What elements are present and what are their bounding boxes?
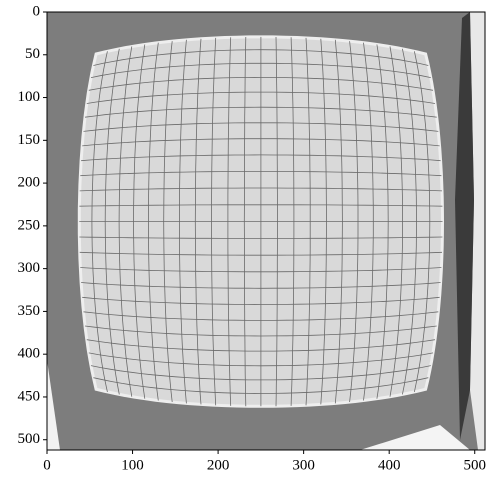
paper-grid <box>414 51 431 392</box>
y-tick-label: 400 <box>18 346 41 362</box>
paper-grid <box>402 48 417 395</box>
x-tick-label: 200 <box>207 457 230 473</box>
axes-frame <box>46 11 486 451</box>
y-tick-label: 50 <box>25 46 40 62</box>
image-corner <box>360 425 470 450</box>
paper-grid <box>90 365 431 381</box>
image-edge <box>470 12 485 450</box>
y-tick-label: 500 <box>18 431 41 447</box>
x-tick-label: 300 <box>292 457 315 473</box>
x-tick-label: 400 <box>378 457 401 473</box>
x-tick-label: 500 <box>463 457 486 473</box>
image-edge-shadow <box>455 12 474 440</box>
paper-grid <box>93 377 429 394</box>
paper-grid <box>88 352 434 367</box>
y-tick-label: 150 <box>18 132 41 148</box>
y-tick-label: 250 <box>18 217 41 233</box>
y-tick-label: 100 <box>18 89 41 105</box>
image <box>47 12 485 450</box>
x-tick-label: 100 <box>121 457 144 473</box>
y-tick-label: 200 <box>18 175 41 191</box>
y-tick-label: 0 <box>33 3 41 19</box>
paper-grid <box>389 46 403 397</box>
y-tick-label: 350 <box>18 303 41 319</box>
y-tick-label: 300 <box>18 260 41 276</box>
paper-grid <box>86 339 436 352</box>
image-corner <box>47 360 60 450</box>
x-tick-label: 0 <box>43 457 51 473</box>
y-tick-label: 450 <box>18 388 41 404</box>
